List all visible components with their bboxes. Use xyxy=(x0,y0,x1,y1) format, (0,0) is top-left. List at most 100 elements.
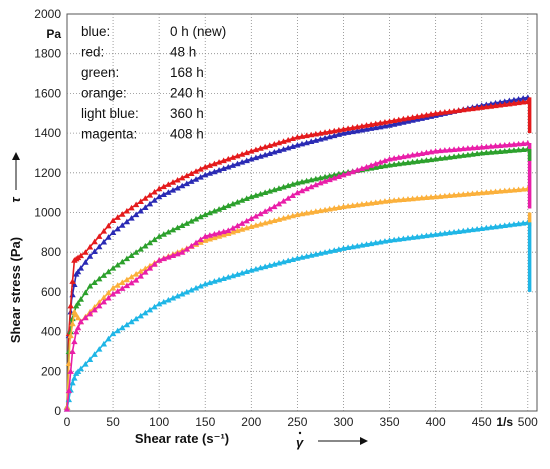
data-point xyxy=(109,330,117,337)
data-point xyxy=(174,184,181,191)
data-point xyxy=(344,129,352,135)
data-point xyxy=(487,143,495,149)
data-point xyxy=(160,298,167,305)
data-point xyxy=(386,118,393,124)
data-point xyxy=(65,360,73,366)
data-point xyxy=(363,200,370,207)
data-point xyxy=(331,174,338,181)
data-point xyxy=(437,155,444,161)
data-point xyxy=(478,104,485,110)
data-point xyxy=(377,198,384,205)
data-point xyxy=(137,198,144,204)
data-point xyxy=(206,162,214,168)
data-point xyxy=(65,387,73,394)
data-point xyxy=(506,141,513,148)
data-point xyxy=(71,338,78,345)
data-point xyxy=(450,153,458,160)
data-point xyxy=(386,161,393,168)
data-point xyxy=(400,119,407,125)
data-point xyxy=(69,291,76,298)
data-point xyxy=(381,198,389,204)
data-point xyxy=(169,252,177,258)
data-point xyxy=(372,120,379,127)
data-point xyxy=(469,226,476,233)
data-point xyxy=(91,351,98,357)
data-point xyxy=(174,292,181,299)
data-point xyxy=(257,210,264,217)
data-point xyxy=(77,365,85,372)
data-point xyxy=(515,95,522,102)
data-point xyxy=(192,215,200,222)
data-point xyxy=(418,157,426,164)
data-point xyxy=(142,204,149,210)
data-point xyxy=(74,268,82,275)
legend-label: orange: xyxy=(81,86,127,101)
data-point xyxy=(441,109,449,115)
data-point xyxy=(234,152,241,159)
data-point xyxy=(114,288,121,294)
data-point xyxy=(86,310,94,317)
data-point xyxy=(501,142,508,148)
data-point xyxy=(142,309,149,316)
data-point xyxy=(418,194,426,201)
data-point xyxy=(441,192,449,199)
data-point xyxy=(206,209,214,216)
data-point xyxy=(506,100,513,107)
data-point xyxy=(492,142,499,149)
data-point xyxy=(367,162,375,168)
data-point xyxy=(409,195,416,202)
data-point xyxy=(317,250,324,256)
data-point xyxy=(478,189,485,196)
data-point xyxy=(91,248,98,255)
data-point xyxy=(446,192,453,199)
data-point xyxy=(82,259,89,265)
data-point xyxy=(109,290,117,297)
data-point xyxy=(519,146,527,152)
data-point xyxy=(243,217,250,224)
data-point xyxy=(174,250,181,257)
y-tick-label: 1400 xyxy=(34,126,61,140)
data-point xyxy=(142,242,149,249)
data-point xyxy=(197,282,204,289)
data-point xyxy=(192,239,200,246)
data-point xyxy=(515,140,522,147)
data-point xyxy=(519,95,527,101)
data-point xyxy=(96,243,103,250)
data-point xyxy=(188,242,195,249)
data-point xyxy=(294,179,301,186)
data-point xyxy=(91,306,98,313)
data-point xyxy=(400,235,407,242)
data-point xyxy=(192,176,200,182)
data-point xyxy=(358,165,366,172)
legend-label: magenta: xyxy=(81,127,137,142)
data-point xyxy=(510,221,518,227)
data-point xyxy=(496,222,504,229)
data-point xyxy=(298,178,306,185)
data-point xyxy=(326,172,333,179)
data-point xyxy=(91,238,98,245)
data-point xyxy=(344,244,352,251)
x-unit-label: 1/s xyxy=(496,415,513,429)
data-point xyxy=(192,284,200,291)
data-point xyxy=(427,194,435,200)
data-point xyxy=(105,234,112,240)
legend-time: 408 h xyxy=(170,127,204,142)
data-point xyxy=(432,231,439,237)
data-point xyxy=(455,107,462,113)
data-point xyxy=(386,237,393,243)
data-point xyxy=(298,187,306,194)
data-point xyxy=(349,168,356,175)
data-point xyxy=(169,179,177,185)
data-point xyxy=(169,226,177,233)
data-point xyxy=(427,111,435,117)
data-point xyxy=(349,128,356,135)
data-point xyxy=(437,109,444,116)
data-point xyxy=(372,199,379,205)
data-point xyxy=(308,252,315,258)
data-point xyxy=(261,208,269,214)
data-point xyxy=(367,199,375,206)
data-point xyxy=(432,147,439,154)
data-point xyxy=(178,182,186,189)
data-point xyxy=(100,340,108,347)
data-point xyxy=(372,160,379,167)
